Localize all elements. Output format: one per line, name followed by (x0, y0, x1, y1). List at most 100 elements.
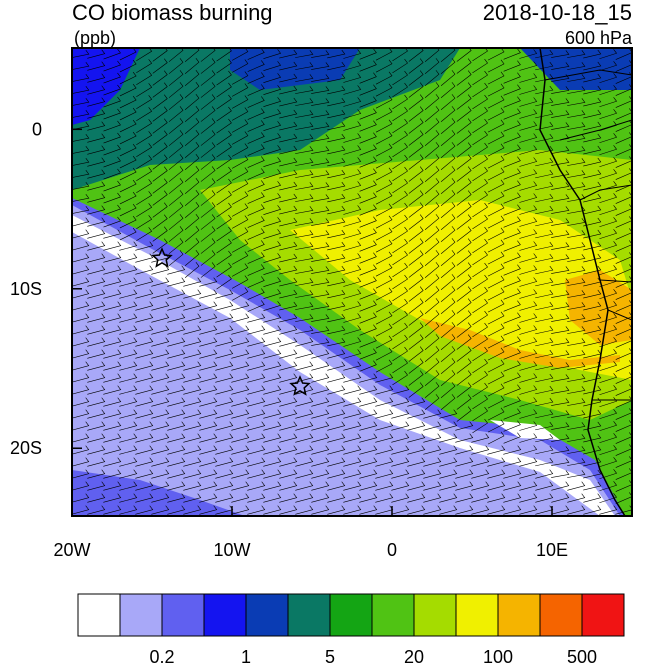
wind-barb (119, 421, 138, 431)
wind-barb (151, 385, 170, 395)
wind-barb (199, 289, 218, 299)
wind-barb (279, 325, 298, 335)
wind-barb (567, 458, 586, 466)
wind-barb (456, 286, 472, 302)
wind-barb (231, 361, 250, 371)
wind-barb (519, 361, 538, 371)
wind-barb (327, 421, 346, 431)
wind-barb (359, 505, 378, 515)
wind-barb (184, 238, 200, 255)
wind-barb (168, 48, 184, 62)
wind-barb (440, 190, 456, 206)
wind-barb (503, 372, 521, 384)
wind-barb (263, 217, 282, 228)
wind-barb (151, 361, 170, 371)
wind-barb (215, 433, 234, 443)
wind-barb (503, 180, 521, 192)
wind-barb (487, 395, 505, 409)
wind-barb (567, 290, 586, 298)
wind-barb (615, 72, 632, 84)
wind-barb (423, 493, 442, 503)
wind-barb (247, 156, 265, 168)
wind-barb (456, 190, 472, 206)
wind-barb (200, 48, 216, 62)
wind-barb (456, 166, 472, 182)
wind-barb (440, 370, 456, 386)
wind-barb (392, 58, 408, 74)
wind-barb (136, 59, 153, 73)
wind-barb (375, 299, 393, 313)
wind-barb (199, 469, 218, 479)
wind-barb (231, 155, 249, 169)
wind-barb (391, 445, 410, 455)
wind-barb (392, 118, 408, 134)
wind-barb (263, 253, 282, 264)
wind-barb (72, 50, 90, 58)
wind-barb (615, 132, 632, 144)
wind-barb (168, 214, 184, 230)
map-frame (71, 47, 633, 517)
wind-barb (216, 94, 232, 110)
wind-barb (119, 481, 138, 491)
wind-barb (295, 146, 314, 154)
wind-barb (551, 410, 570, 418)
y-tick-label: 10S (10, 279, 42, 299)
wind-barb (327, 373, 346, 383)
wind-barb (135, 469, 154, 479)
wind-barb (456, 214, 472, 230)
wind-barb (567, 182, 586, 190)
wind-barb (408, 214, 424, 230)
wind-barb (503, 228, 521, 240)
wind-barb (535, 61, 554, 71)
wind-barb (615, 288, 632, 300)
wind-barb (135, 421, 154, 431)
wind-barb (424, 286, 440, 302)
wind-barb (535, 385, 554, 395)
wind-barb (167, 445, 186, 455)
wind-barb (567, 410, 586, 418)
wind-barb (440, 322, 456, 338)
region (72, 232, 600, 516)
wind-barb (535, 217, 554, 227)
wind-barb (375, 433, 394, 443)
wind-barb (359, 264, 377, 276)
wind-barb (472, 334, 488, 350)
wind-barb (247, 397, 266, 407)
wind-barb (359, 360, 377, 372)
wind-barb (263, 193, 282, 204)
wind-barb (103, 96, 121, 108)
wind-barb (183, 445, 202, 455)
wind-barb (263, 421, 282, 431)
wind-barb (343, 349, 362, 359)
wind-barb (216, 250, 232, 266)
wind-barb (456, 130, 472, 146)
wind-barb (167, 265, 186, 275)
wind-barb (231, 203, 249, 217)
wind-barb (327, 301, 346, 311)
wind-barb (311, 338, 330, 346)
wind-barb (391, 421, 410, 431)
wind-barb (487, 299, 505, 313)
wind-barb (551, 338, 570, 346)
wind-barb (151, 337, 170, 347)
wind-barb (487, 347, 505, 361)
wind-barb (247, 445, 266, 455)
wind-barb (311, 361, 330, 371)
wind-barb (72, 241, 90, 251)
wind-barb (599, 121, 618, 132)
wind-barb (343, 361, 362, 371)
wind-barb (152, 214, 168, 230)
wind-barb (152, 202, 168, 218)
wind-barb (279, 277, 298, 287)
wind-barb (359, 60, 377, 72)
wind-barb (167, 409, 186, 419)
wind-barb (471, 493, 490, 503)
wind-barb (103, 301, 122, 311)
wind-barb (503, 300, 521, 312)
wind-barb (407, 397, 426, 407)
wind-barb (583, 229, 602, 239)
wind-barb (487, 431, 505, 445)
wind-barb (327, 397, 346, 407)
wind-barb (392, 202, 408, 218)
region (230, 48, 360, 90)
